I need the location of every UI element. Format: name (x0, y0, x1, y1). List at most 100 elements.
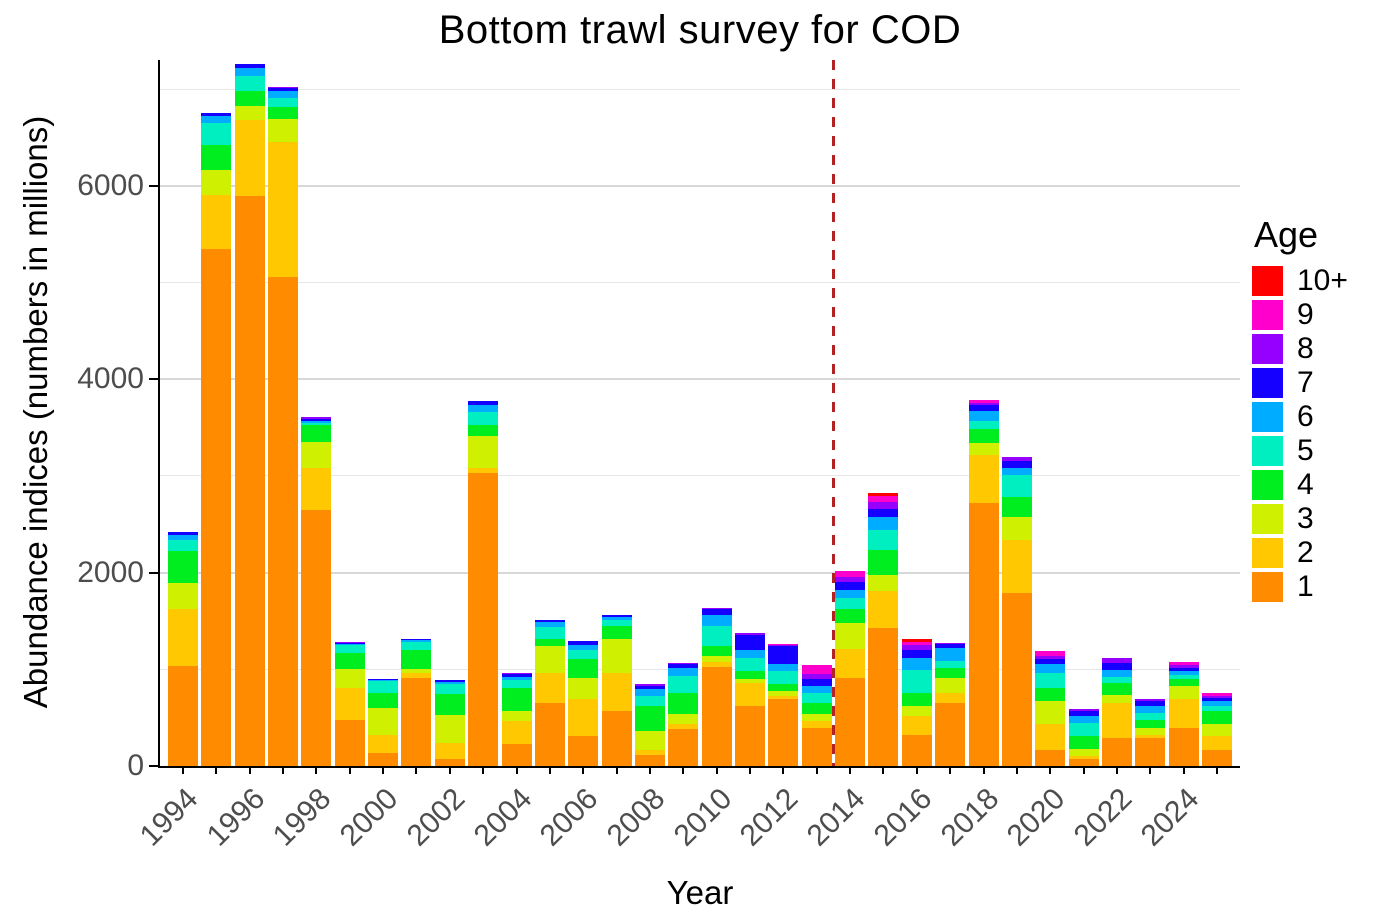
x-tick-1995 (215, 766, 218, 774)
bar-segment-age-2 (1135, 734, 1166, 738)
bar-segment-age-8 (334, 641, 365, 643)
bar-segment-age-2 (634, 749, 665, 756)
bar-2018 (968, 400, 999, 766)
x-tick-2013 (815, 766, 818, 774)
x-tick-1997 (282, 766, 285, 774)
bar-segment-age-7 (1001, 461, 1032, 469)
bar-segment-age-3 (601, 639, 632, 673)
bar-segment-age-7 (1068, 711, 1099, 716)
bar-segment-age-8 (1168, 665, 1199, 669)
bar-segment-age-8 (768, 644, 799, 647)
bar-segment-age-7 (668, 664, 699, 668)
bar-2012 (768, 643, 799, 766)
bar-segment-age-10+ (868, 492, 899, 496)
bar-segment-age-3 (401, 669, 432, 673)
x-tick-1998 (315, 766, 318, 774)
bar-segment-age-5 (1035, 672, 1066, 688)
bar-segment-age-9 (968, 400, 999, 404)
legend-item-age-8: 8 (1252, 334, 1348, 364)
x-tick-2024 (1182, 766, 1185, 774)
bar-segment-age-1 (434, 759, 465, 766)
bar-segment-age-2 (668, 724, 699, 730)
bar-segment-age-6 (534, 622, 565, 627)
bar-segment-age-3 (268, 118, 299, 142)
bar-segment-age-7 (301, 418, 332, 422)
bar-segment-age-7 (935, 644, 966, 649)
bar-segment-age-6 (835, 589, 866, 598)
bar-2009 (668, 663, 699, 766)
legend-swatch-age-1 (1252, 572, 1283, 602)
dashed-vline (831, 60, 835, 766)
legend-label-age-3: 3 (1297, 502, 1314, 535)
bar-segment-age-6 (1035, 664, 1066, 673)
legend-swatch-age-4 (1252, 470, 1283, 500)
legend-item-age-10+: 10+ (1252, 266, 1348, 296)
bar-segment-age-1 (835, 678, 866, 766)
x-tick-2006 (582, 766, 585, 774)
x-tick-2022 (1115, 766, 1118, 774)
bar-segment-age-6 (1168, 670, 1199, 675)
gridline-minor-3000 (160, 475, 1240, 477)
x-axis-title: Year (666, 874, 734, 911)
x-tick-2004 (515, 766, 518, 774)
bar-2021 (1068, 709, 1099, 766)
legend-items: 10+ 9 8 7 6 5 4 3 2 1 (1252, 266, 1348, 602)
bar-segment-age-4 (334, 652, 365, 670)
gridline-major-2000 (160, 571, 1240, 574)
bar-2016 (901, 638, 932, 766)
legend-label-age-10+: 10+ (1297, 264, 1348, 297)
bar-segment-age-4 (301, 425, 332, 442)
bar-segment-age-9 (901, 641, 932, 645)
bar-segment-age-7 (701, 608, 732, 615)
bar-segment-age-5 (835, 597, 866, 610)
bar-segment-age-1 (268, 276, 299, 766)
bar-segment-age-3 (968, 443, 999, 455)
bar-2008 (634, 684, 665, 766)
bar-2002 (434, 680, 465, 766)
bar-segment-age-1 (935, 702, 966, 766)
bar-segment-age-5 (268, 98, 299, 108)
bar-segment-age-2 (1035, 724, 1066, 750)
bar-1998 (301, 417, 332, 766)
bar-segment-age-8 (634, 684, 665, 686)
bar-segment-age-5 (868, 529, 899, 550)
bar-segment-age-4 (801, 702, 832, 715)
bar-segment-age-3 (1168, 686, 1199, 700)
bar-segment-age-3 (901, 706, 932, 717)
bar-segment-age-7 (868, 509, 899, 518)
bar-segment-age-4 (268, 107, 299, 119)
bar-segment-age-2 (601, 672, 632, 711)
bar-segment-age-3 (935, 677, 966, 693)
bar-segment-age-8 (935, 642, 966, 645)
bar-segment-age-2 (334, 687, 365, 720)
bar-segment-age-5 (1168, 674, 1199, 679)
bar-segment-age-3 (434, 715, 465, 743)
bar-segment-age-3 (1001, 516, 1032, 540)
x-tick-2008 (648, 766, 651, 774)
bar-2020 (1035, 650, 1066, 766)
bar-segment-age-3 (1035, 701, 1066, 725)
bar-segment-age-2 (868, 590, 899, 628)
bar-segment-age-2 (301, 468, 332, 510)
bar-segment-age-8 (501, 672, 532, 675)
legend-swatch-age-7 (1252, 368, 1283, 398)
bar-2011 (735, 633, 766, 766)
legend-swatch-age-2 (1252, 538, 1283, 568)
bar-segment-age-1 (301, 509, 332, 766)
bar-segment-age-5 (201, 123, 232, 146)
bar-2019 (1001, 457, 1032, 766)
bar-segment-age-4 (935, 667, 966, 678)
bar-segment-age-8 (735, 633, 766, 636)
bar-segment-age-4 (701, 646, 732, 657)
bar-segment-age-2 (401, 672, 432, 679)
bar-segment-age-9 (835, 570, 866, 577)
legend-swatch-age-6 (1252, 402, 1283, 432)
bar-2015 (868, 492, 899, 766)
x-tick-2015 (882, 766, 885, 774)
bar-segment-age-5 (501, 679, 532, 688)
bar-segment-age-6 (501, 677, 532, 680)
bar-segment-age-1 (1101, 737, 1132, 766)
bar-segment-age-6 (468, 405, 499, 413)
legend-label-age-6: 6 (1297, 400, 1314, 433)
bar-2000 (368, 679, 399, 766)
